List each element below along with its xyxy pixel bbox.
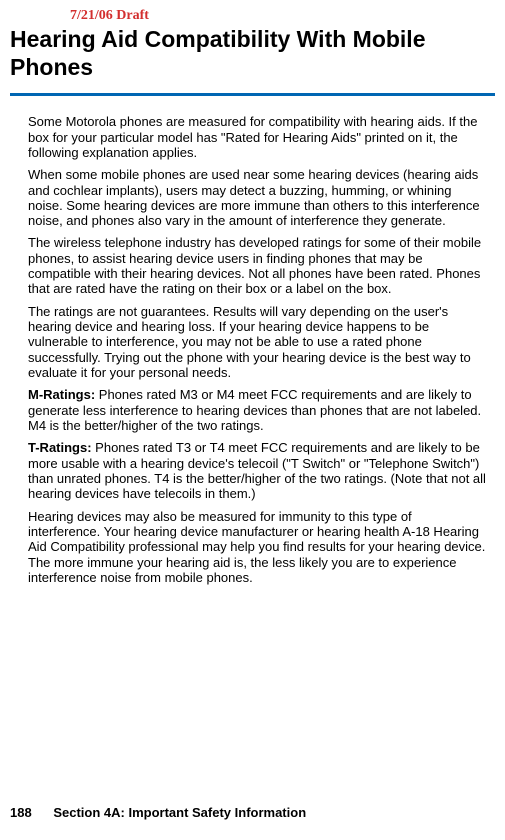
page-title: Hearing Aid Compatibility With Mobile Ph… — [10, 26, 495, 81]
t-ratings-label: T-Ratings: — [28, 440, 92, 455]
content-area: Some Motorola phones are measured for co… — [10, 114, 495, 585]
title-divider — [10, 93, 495, 96]
section-label: Section 4A: Important Safety Information — [53, 805, 306, 820]
t-ratings-text: Phones rated T3 or T4 meet FCC requireme… — [28, 440, 486, 501]
page-footer: 188 Section 4A: Important Safety Informa… — [10, 805, 306, 820]
paragraph-ratings-intro: The wireless telephone industry has deve… — [28, 235, 487, 296]
m-ratings-text: Phones rated M3 or M4 meet FCC requireme… — [28, 387, 481, 433]
paragraph-disclaimer: The ratings are not guarantees. Results … — [28, 304, 487, 381]
m-ratings-label: M-Ratings: — [28, 387, 95, 402]
paragraph-intro: Some Motorola phones are measured for co… — [28, 114, 487, 160]
paragraph-interference: When some mobile phones are used near so… — [28, 167, 487, 228]
page-number: 188 — [10, 805, 32, 820]
paragraph-t-ratings: T-Ratings: Phones rated T3 or T4 meet FC… — [28, 440, 487, 501]
paragraph-m-ratings: M-Ratings: Phones rated M3 or M4 meet FC… — [28, 387, 487, 433]
draft-date-label: 7/21/06 Draft — [70, 8, 495, 24]
paragraph-immunity: Hearing devices may also be measured for… — [28, 509, 487, 586]
